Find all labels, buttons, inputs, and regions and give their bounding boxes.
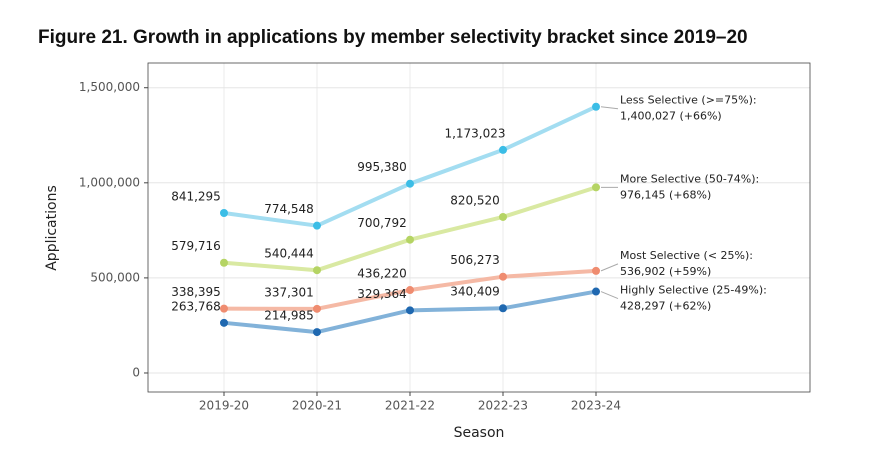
annotation-connector bbox=[600, 263, 619, 272]
data-point bbox=[592, 102, 600, 111]
data-point bbox=[406, 179, 414, 188]
data-label: 536,902 (+59%) bbox=[620, 265, 711, 278]
data-point bbox=[313, 328, 321, 337]
data-label: 841,295 bbox=[171, 189, 221, 203]
x-tick-label: 2023-24 bbox=[571, 399, 621, 413]
data-label: 1,400,027 (+66%) bbox=[620, 110, 722, 123]
data-label: 995,380 bbox=[357, 160, 407, 174]
data-label: 820,520 bbox=[450, 193, 500, 207]
data-label: 579,716 bbox=[171, 239, 221, 253]
y-tick-label: 1,500,000 bbox=[79, 80, 140, 94]
data-label: 506,273 bbox=[450, 253, 500, 267]
data-label: 340,409 bbox=[450, 285, 500, 299]
x-tick-label: 2020-21 bbox=[292, 399, 342, 413]
series-label: Less Selective (>=75%): bbox=[620, 94, 757, 107]
data-label: 428,297 (+62%) bbox=[620, 300, 711, 313]
y-axis-title: Applications bbox=[44, 185, 60, 271]
data-point bbox=[313, 266, 321, 275]
annotation-connector bbox=[600, 291, 619, 299]
y-tick-label: 1,000,000 bbox=[79, 175, 140, 189]
chart-title: Figure 21. Growth in applications by mem… bbox=[38, 27, 748, 48]
x-tick-label: 2021-22 bbox=[385, 399, 435, 413]
x-tick-label: 2019-20 bbox=[199, 399, 249, 413]
data-point bbox=[220, 208, 228, 217]
data-point bbox=[592, 266, 600, 275]
plot-border bbox=[147, 62, 811, 393]
y-tick-label: 500,000 bbox=[90, 270, 140, 284]
data-point bbox=[313, 304, 321, 313]
x-axis-title: Season bbox=[454, 425, 505, 441]
data-label: 338,395 bbox=[171, 285, 221, 299]
data-label: 329,364 bbox=[357, 287, 407, 301]
data-label: 774,548 bbox=[264, 202, 314, 216]
data-point bbox=[499, 304, 507, 313]
data-point bbox=[592, 287, 600, 296]
series-label: More Selective (50-74%): bbox=[620, 172, 759, 185]
data-point bbox=[220, 258, 228, 267]
data-point bbox=[499, 212, 507, 221]
data-label: 214,985 bbox=[264, 309, 314, 323]
data-point bbox=[406, 235, 414, 244]
series-label: Highly Selective (25-49%): bbox=[620, 284, 767, 297]
annotation-connector bbox=[600, 106, 619, 110]
data-point bbox=[592, 183, 600, 192]
data-label: 700,792 bbox=[357, 216, 407, 230]
data-point bbox=[499, 145, 507, 154]
data-point bbox=[220, 318, 228, 327]
data-point bbox=[499, 272, 507, 281]
data-label: 263,768 bbox=[171, 299, 221, 313]
data-label: 540,444 bbox=[264, 247, 314, 261]
y-tick-label: 0 bbox=[132, 365, 140, 379]
data-label: 436,220 bbox=[357, 267, 407, 281]
data-point bbox=[220, 304, 228, 313]
data-point bbox=[406, 306, 414, 315]
data-label: 976,145 (+68%) bbox=[620, 188, 711, 201]
x-tick-label: 2022-23 bbox=[478, 399, 528, 413]
series-label: Most Selective (< 25%): bbox=[620, 249, 753, 262]
data-point bbox=[406, 286, 414, 295]
data-label: 337,301 bbox=[264, 285, 314, 299]
data-label: 1,173,023 bbox=[444, 126, 505, 140]
data-point bbox=[313, 221, 321, 230]
